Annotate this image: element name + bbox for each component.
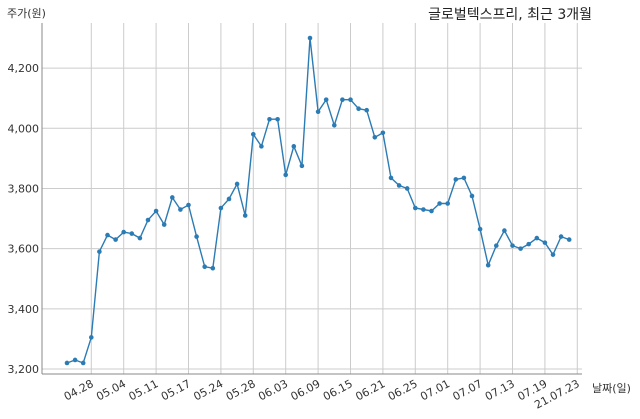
data-point bbox=[80, 360, 86, 366]
data-point bbox=[518, 246, 523, 251]
axes bbox=[41, 23, 582, 375]
data-point bbox=[202, 264, 207, 269]
data-point bbox=[218, 205, 224, 211]
y-axis-title: 주가(원) bbox=[7, 7, 46, 20]
data-point bbox=[380, 130, 386, 136]
data-point bbox=[413, 205, 418, 211]
data-point bbox=[388, 175, 394, 181]
data-point bbox=[550, 252, 556, 257]
data-point bbox=[89, 335, 94, 340]
data-point bbox=[113, 237, 118, 242]
data-point bbox=[186, 202, 191, 208]
data-point bbox=[510, 243, 515, 248]
data-point bbox=[210, 265, 216, 271]
data-point bbox=[437, 201, 442, 206]
data-point bbox=[291, 144, 297, 149]
x-tick-label: 04.28 bbox=[62, 377, 96, 403]
data-point bbox=[153, 208, 159, 214]
y-tick-label: 3,400 bbox=[8, 303, 40, 316]
x-axis-title: 날짜(일) bbox=[592, 381, 631, 395]
x-tick-label: 06.21 bbox=[353, 377, 387, 403]
x-tick-label: 07.01 bbox=[418, 377, 452, 403]
y-tick-label: 3,200 bbox=[8, 363, 40, 376]
x-tick-label: 05.11 bbox=[127, 377, 161, 403]
price-series bbox=[64, 35, 572, 366]
data-point bbox=[340, 97, 345, 102]
data-point bbox=[299, 163, 305, 169]
data-point bbox=[356, 106, 361, 112]
data-point bbox=[105, 232, 110, 238]
data-point bbox=[421, 207, 426, 212]
data-point bbox=[226, 196, 232, 202]
x-tick-label: 05.17 bbox=[159, 377, 193, 403]
data-point bbox=[348, 97, 353, 102]
data-point bbox=[315, 109, 321, 115]
data-point bbox=[323, 97, 329, 102]
data-point bbox=[494, 243, 499, 248]
x-tick-label: 07.07 bbox=[451, 377, 485, 403]
data-point bbox=[97, 249, 102, 254]
x-tick-label: 06.15 bbox=[321, 377, 355, 403]
x-tick-label: 06.25 bbox=[386, 377, 420, 403]
data-point bbox=[121, 229, 126, 235]
x-tick-label: 07.13 bbox=[483, 377, 517, 403]
data-point bbox=[72, 357, 78, 363]
data-point bbox=[485, 262, 491, 268]
data-point bbox=[429, 208, 434, 214]
data-point bbox=[242, 213, 248, 218]
data-point bbox=[145, 217, 151, 223]
data-point bbox=[170, 195, 175, 200]
data-point bbox=[332, 122, 337, 128]
y-tick-label: 4,200 bbox=[8, 62, 40, 75]
data-point bbox=[307, 35, 313, 41]
data-point bbox=[194, 234, 199, 239]
x-tick-label: 05.04 bbox=[94, 377, 128, 403]
data-point bbox=[461, 175, 467, 181]
x-tick-label: 06.09 bbox=[289, 377, 323, 403]
data-point bbox=[526, 241, 531, 247]
data-point bbox=[372, 135, 378, 140]
data-point bbox=[129, 231, 135, 236]
data-point bbox=[502, 228, 507, 233]
data-point bbox=[283, 172, 289, 178]
data-point bbox=[477, 226, 483, 232]
tick-labels: 3,200 3,400 3,600 3,800 4,000 4,200 04.2805.04… bbox=[8, 62, 582, 412]
data-point bbox=[534, 235, 540, 241]
data-point bbox=[404, 186, 410, 191]
data-point bbox=[453, 177, 459, 182]
data-point bbox=[234, 181, 240, 187]
data-point bbox=[558, 234, 564, 239]
chart-title: 글로벌텍스프리, 최근 3개월 bbox=[428, 7, 592, 23]
data-point bbox=[364, 107, 370, 113]
data-point bbox=[542, 240, 548, 245]
data-point bbox=[267, 116, 272, 122]
data-point bbox=[251, 131, 256, 137]
x-tick-label: 05.28 bbox=[224, 377, 258, 403]
gridlines bbox=[42, 23, 582, 374]
data-point bbox=[259, 144, 264, 149]
data-point bbox=[161, 222, 167, 227]
y-tick-label: 3,600 bbox=[8, 243, 40, 256]
data-point bbox=[469, 193, 475, 199]
y-tick-label: 3,800 bbox=[8, 182, 40, 195]
data-point bbox=[178, 207, 183, 212]
y-tick-label: 4,000 bbox=[8, 122, 40, 135]
data-point bbox=[566, 237, 572, 242]
x-tick-label: 05.24 bbox=[191, 377, 225, 403]
data-point bbox=[275, 116, 280, 122]
data-point bbox=[64, 360, 70, 366]
x-tick-label: 06.03 bbox=[256, 377, 290, 403]
data-point bbox=[445, 201, 451, 206]
data-point bbox=[396, 183, 402, 188]
data-point bbox=[137, 235, 143, 241]
